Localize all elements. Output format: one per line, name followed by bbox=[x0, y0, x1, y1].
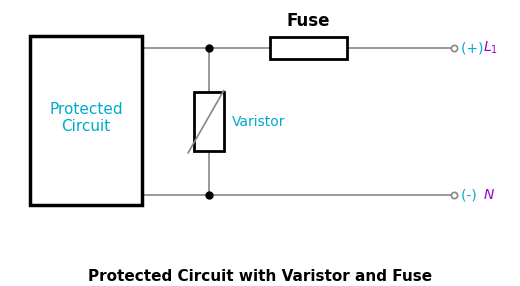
Bar bbox=[194, 92, 224, 151]
Text: (-): (-) bbox=[461, 188, 482, 202]
Text: Protected
Circuit: Protected Circuit bbox=[49, 102, 123, 134]
Bar bbox=[270, 37, 347, 59]
Text: $N$: $N$ bbox=[483, 188, 495, 202]
Text: Varistor: Varistor bbox=[232, 115, 285, 129]
Bar bbox=[30, 36, 142, 205]
Text: $L_1$: $L_1$ bbox=[483, 40, 498, 56]
Text: (+): (+) bbox=[461, 41, 488, 55]
Text: Protected Circuit with Varistor and Fuse: Protected Circuit with Varistor and Fuse bbox=[88, 269, 432, 284]
Text: Fuse: Fuse bbox=[287, 12, 330, 30]
